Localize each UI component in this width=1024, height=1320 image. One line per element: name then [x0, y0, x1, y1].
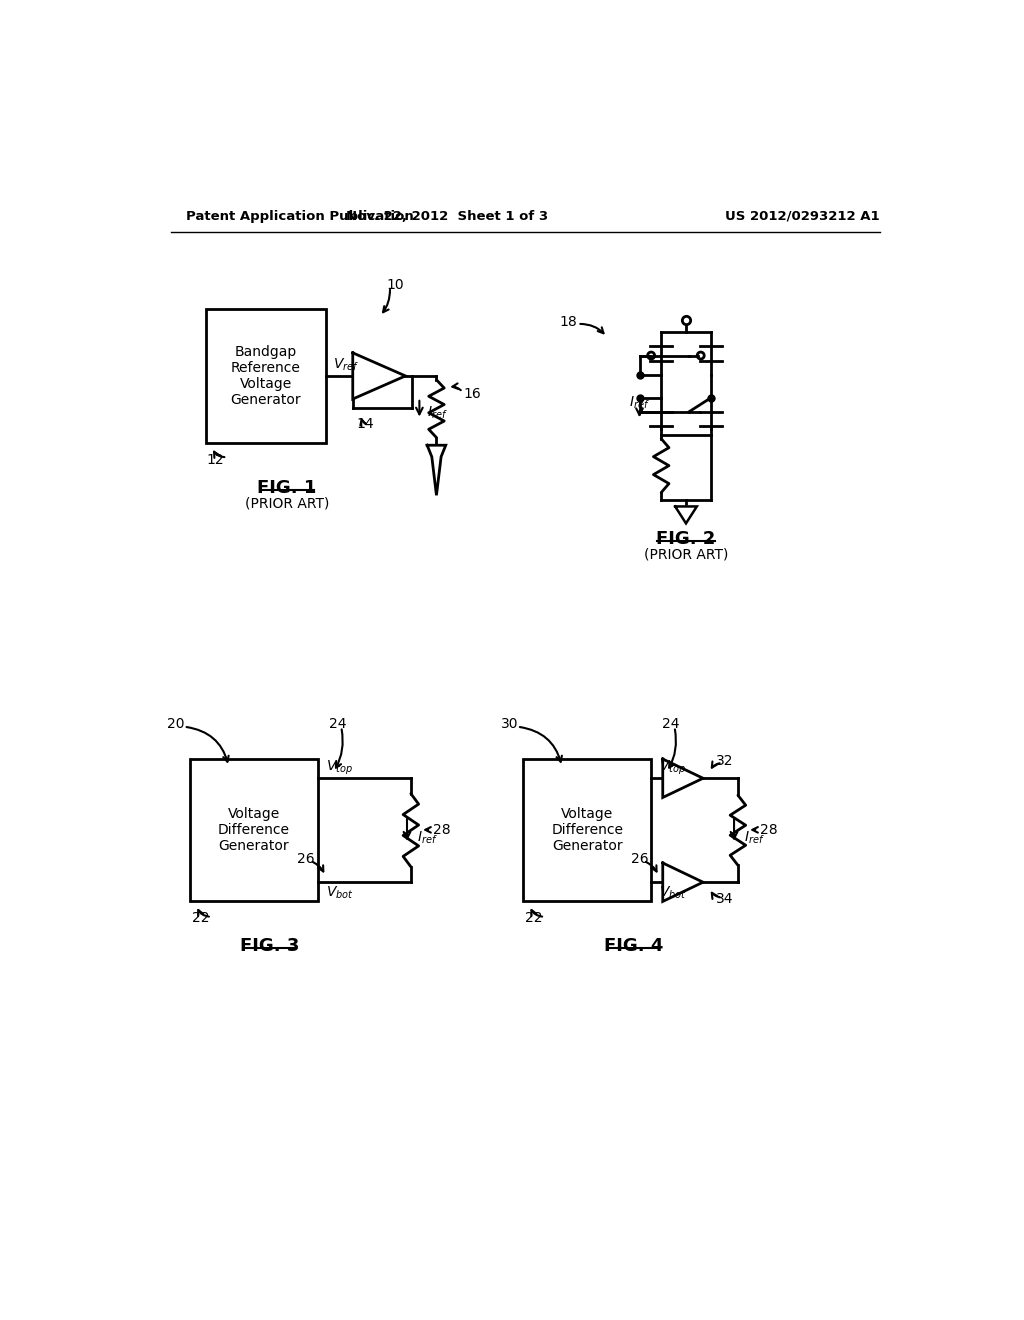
Text: US 2012/0293212 A1: US 2012/0293212 A1 [725, 210, 880, 223]
Text: $V_{bot}$: $V_{bot}$ [658, 884, 687, 902]
Polygon shape [663, 759, 703, 797]
Text: 26: 26 [297, 853, 315, 866]
Text: Voltage
Difference
Generator: Voltage Difference Generator [551, 807, 624, 854]
Polygon shape [675, 507, 697, 524]
Text: $V_{ref}$: $V_{ref}$ [334, 356, 359, 374]
Text: $V_{bot}$: $V_{bot}$ [326, 884, 353, 902]
Text: (PRIOR ART): (PRIOR ART) [245, 496, 329, 511]
Polygon shape [663, 863, 703, 902]
Text: 14: 14 [356, 417, 374, 430]
Text: 24: 24 [662, 717, 679, 731]
Text: $I_{ref}$: $I_{ref}$ [417, 829, 438, 846]
Bar [206, 309, 326, 444]
Text: 16: 16 [464, 387, 481, 401]
Text: $I_{ref}$: $I_{ref}$ [744, 829, 765, 846]
Text: Voltage
Difference
Generator: Voltage Difference Generator [218, 807, 290, 854]
Text: 30: 30 [501, 717, 518, 731]
Text: 22: 22 [193, 911, 210, 925]
Text: Bandgap
Reference
Voltage
Generator: Bandgap Reference Voltage Generator [230, 345, 301, 408]
Text: 34: 34 [716, 892, 733, 906]
Text: Patent Application Publication: Patent Application Publication [186, 210, 414, 223]
Text: 24: 24 [329, 717, 346, 731]
Text: 20: 20 [167, 717, 184, 731]
Polygon shape [427, 445, 445, 495]
Text: 22: 22 [525, 911, 543, 925]
Text: FIG. 1: FIG. 1 [257, 479, 316, 496]
Text: FIG. 4: FIG. 4 [604, 937, 664, 956]
Text: $I_{ref}$: $I_{ref}$ [629, 395, 649, 412]
Text: 12: 12 [206, 453, 223, 467]
Text: 32: 32 [716, 754, 733, 768]
Text: $I_{ref}$: $I_{ref}$ [427, 404, 447, 421]
Text: FIG. 2: FIG. 2 [656, 529, 716, 548]
Text: $V_{top}$: $V_{top}$ [326, 758, 352, 776]
Text: $V_{top}$: $V_{top}$ [658, 758, 686, 776]
Text: 10: 10 [387, 279, 404, 293]
Text: FIG. 3: FIG. 3 [240, 937, 299, 956]
Text: 28: 28 [432, 822, 451, 837]
Bar [523, 759, 651, 902]
Text: (PRIOR ART): (PRIOR ART) [644, 548, 728, 561]
Text: 26: 26 [631, 853, 648, 866]
Text: 28: 28 [760, 822, 777, 837]
Text: Nov. 22, 2012  Sheet 1 of 3: Nov. 22, 2012 Sheet 1 of 3 [346, 210, 549, 223]
Bar [190, 759, 317, 902]
Polygon shape [352, 352, 406, 399]
Text: 18: 18 [559, 315, 578, 330]
